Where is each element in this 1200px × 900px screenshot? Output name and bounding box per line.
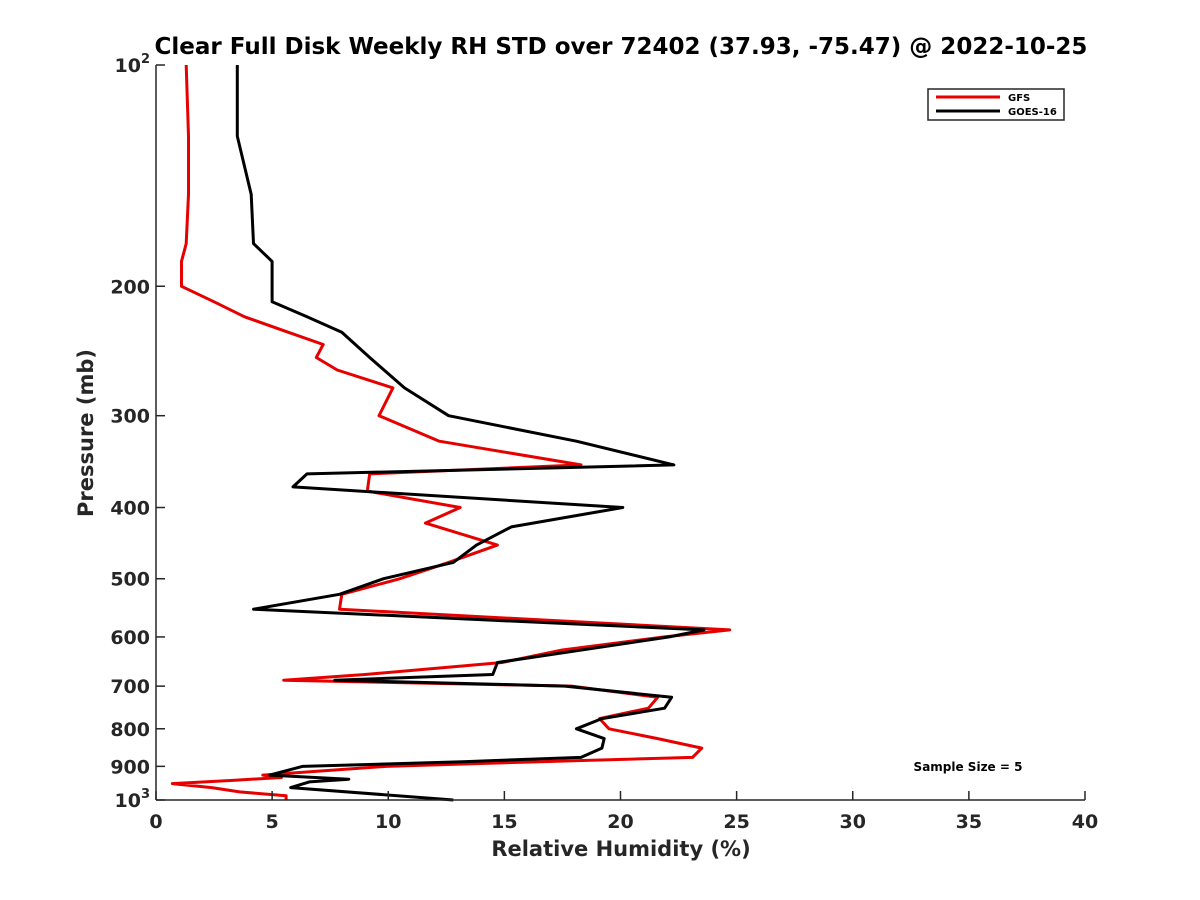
chart-title: Clear Full Disk Weekly RH STD over 72402… <box>155 34 1088 60</box>
x-tick-label: 40 <box>1072 811 1098 833</box>
x-tick-label: 35 <box>956 811 982 833</box>
series-line-gfs <box>170 64 732 800</box>
y-tick-label: 800 <box>110 719 150 741</box>
y-axis: 102 200 300 400 500 600 700 800 900 103 <box>110 52 165 812</box>
sample-size-annotation: Sample Size = 5 <box>914 760 1023 774</box>
y-tick-label: 200 <box>110 276 150 298</box>
y-tick-label: 500 <box>110 569 150 591</box>
axes-frame <box>155 65 1085 801</box>
y-tick-label: 900 <box>110 756 150 778</box>
y-tick-label: 103 <box>115 787 151 812</box>
x-tick-label: 25 <box>723 811 749 833</box>
x-tick-label: 0 <box>149 811 162 833</box>
legend-label-goes16: GOES-16 <box>1008 107 1057 118</box>
x-tick-label: 15 <box>491 811 517 833</box>
y-tick-label: 102 <box>115 52 151 77</box>
legend-box <box>927 88 1065 121</box>
series-line-goes16 <box>235 65 706 802</box>
y-tick-label: 400 <box>110 498 150 520</box>
legend: GFS GOES-16 <box>927 88 1065 121</box>
x-tick-label: 10 <box>375 811 401 833</box>
x-tick-label: 5 <box>266 811 279 833</box>
x-axis: 0 5 10 15 20 25 30 35 40 <box>149 791 1098 833</box>
x-axis-title: Relative Humidity (%) <box>491 837 750 861</box>
x-tick-label: 30 <box>840 811 866 833</box>
x-tick-label: 20 <box>607 811 633 833</box>
y-axis-title: Pressure (mb) <box>74 349 98 517</box>
legend-label-gfs: GFS <box>1008 93 1030 104</box>
y-tick-label: 600 <box>110 627 150 649</box>
y-tick-label: 700 <box>110 676 150 698</box>
y-tick-label: 300 <box>110 406 150 428</box>
plot-lines <box>170 64 732 802</box>
